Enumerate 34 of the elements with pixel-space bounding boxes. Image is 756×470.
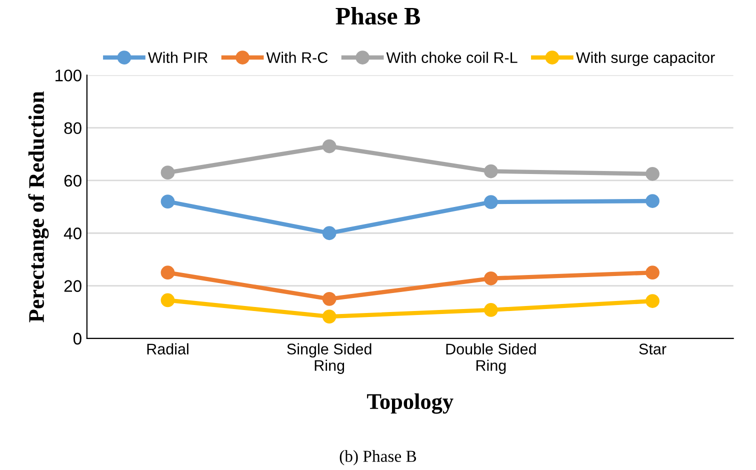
point [646,294,660,308]
point [484,195,498,210]
y-tick-label: 20 [64,280,82,292]
point [160,293,175,308]
y-tick-label: 0 [73,332,82,345]
y-tick-label: 80 [64,122,82,134]
y-axis-title: Perectange of Reduction [28,91,49,322]
point [322,292,336,306]
point [160,266,175,280]
legend-label: With choke coil R-L [386,52,518,64]
point [646,194,660,208]
point [484,164,498,178]
legend-label: With R-C [266,52,328,64]
point [160,194,175,208]
point [322,226,336,240]
point [484,303,498,317]
point [322,139,336,154]
x-tick-label: Double Sided Ring [446,343,536,374]
x-tick-label: Star [639,344,666,354]
x-tick-label: Single Sided Ring [287,343,372,374]
point [646,166,660,181]
x-axis-title: Topology [367,393,454,414]
legend-label: With PIR [148,52,208,63]
point [160,166,175,180]
chart-title: Phase B [336,7,420,25]
y-tick-label: 40 [64,228,82,240]
point [646,266,660,280]
y-tick-label: 100 [56,70,82,82]
y-tick-label: 60 [64,174,82,187]
legend-label: With surge capacitor [576,52,715,66]
x-tick-label: Radial [147,343,188,354]
text: (b) Phase B [340,450,416,466]
point [484,271,498,286]
point [322,310,336,324]
